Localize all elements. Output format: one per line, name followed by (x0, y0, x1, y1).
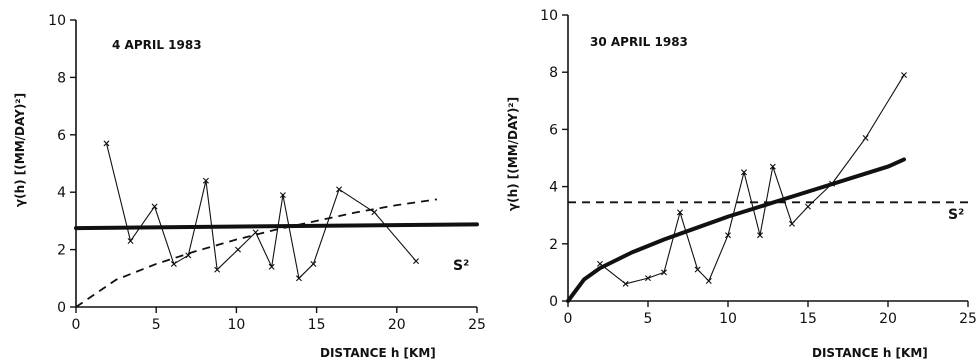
x-tick-label: 25 (959, 311, 977, 327)
data-point-marker (103, 140, 110, 147)
marker-stroke (694, 266, 701, 273)
bold-series-line (74, 222, 479, 231)
marker-stroke (597, 260, 603, 267)
marker-stroke (371, 209, 378, 216)
y-tick-label: 0 (57, 300, 66, 316)
data-point-marker (170, 260, 177, 267)
x-tick-label: 15 (799, 311, 817, 327)
y-tick-label: 10 (540, 8, 558, 24)
x-axis-label: DISTANCE h [KM] (320, 346, 436, 360)
marker-stroke (769, 163, 776, 170)
marker-stroke (622, 280, 629, 287)
marker-stroke (202, 177, 209, 184)
data-point-marker (725, 232, 731, 239)
dashed-series-line (75, 198, 438, 308)
marker-stroke (279, 192, 286, 199)
x-axis-label: DISTANCE h [KM] (812, 346, 928, 360)
data-point-marker (371, 209, 378, 216)
y-tick-label: 0 (549, 294, 558, 310)
marker-stroke (170, 260, 177, 267)
marker-stroke (235, 246, 241, 253)
marker-stroke (677, 209, 683, 216)
x-tick-label: 0 (564, 311, 573, 327)
data-point-marker (901, 72, 907, 79)
data-point-marker (705, 277, 712, 284)
y-tick-label: 10 (48, 13, 66, 29)
y-tick-label: 6 (549, 122, 558, 138)
marker-stroke (127, 238, 134, 244)
x-tick-label: 5 (644, 311, 653, 327)
data-point-marker (235, 246, 241, 253)
data-point-marker (757, 232, 763, 239)
data-point-marker (214, 266, 221, 273)
marker-stroke (413, 258, 420, 265)
marker-stroke (705, 277, 712, 284)
marker-stroke (214, 266, 221, 273)
data-point-marker (413, 258, 420, 265)
marker-stroke (789, 220, 795, 227)
x-tick-label: 0 (72, 317, 81, 333)
data-point-marker (789, 220, 795, 227)
data-point-marker (268, 263, 275, 270)
marker-stroke (725, 232, 731, 239)
bold-series-line (566, 157, 906, 303)
x-tick-label: 20 (388, 317, 406, 333)
data-point-marker (694, 266, 701, 273)
data-point-marker (677, 209, 683, 216)
y-axis-label: γ(h) [(MM/DAY)²] (13, 93, 27, 207)
marker-stroke (645, 275, 651, 282)
x-tick-label: 5 (152, 317, 161, 333)
s2-annotation: S² (453, 258, 469, 274)
x-tick-label: 20 (879, 311, 897, 327)
marker-stroke (805, 203, 811, 210)
x-tick-label: 10 (719, 311, 737, 327)
data-point-marker (151, 203, 158, 210)
y-tick-label: 2 (549, 237, 558, 253)
x-tick-label: 10 (227, 317, 245, 333)
chart-panel-1: 0 5 10 15 20 25 0 2 4 6 8 10 γ(h) [(MM/DAY)²] DISTANC… (13, 13, 486, 360)
data-point-marker (279, 192, 286, 199)
marker-stroke (103, 140, 110, 147)
data-point-marker (805, 203, 811, 210)
marker-stroke (310, 260, 317, 267)
y-tick-label: 2 (57, 243, 66, 259)
y-axis-label: γ(h) [(MM/DAY)²] (506, 97, 520, 211)
chart-title: 30 APRIL 1983 (590, 35, 688, 49)
data-point-marker (661, 269, 667, 276)
x-tick-label: 25 (468, 317, 486, 333)
marker-stroke (252, 229, 259, 236)
y-tick-label: 6 (57, 128, 66, 144)
experimental-series-line (599, 74, 905, 285)
y-tick-label: 8 (549, 65, 558, 81)
data-point-marker (862, 134, 869, 141)
data-point-marker (295, 275, 302, 282)
x-tick-label: 15 (308, 317, 326, 333)
y-tick-label: 4 (549, 180, 558, 196)
marker-stroke (151, 203, 158, 210)
marker-stroke (741, 169, 747, 176)
marker-stroke (862, 134, 869, 141)
data-point-marker (310, 260, 317, 267)
s2-annotation: S² (948, 207, 964, 223)
marker-stroke (757, 232, 763, 239)
data-point-marker (202, 177, 209, 184)
chart-panel-2: 0 5 10 15 20 25 0 2 4 6 8 10 γ(h) [(MM/DAY)²] DISTANC… (506, 8, 977, 360)
marker-stroke (661, 269, 667, 276)
marker-stroke (295, 275, 302, 282)
data-point-marker (622, 280, 629, 287)
marker-stroke (268, 263, 275, 270)
marker-stroke (336, 186, 343, 193)
data-point-marker (127, 238, 134, 244)
data-point-marker (645, 275, 651, 282)
data-point-marker (336, 186, 343, 193)
y-tick-label: 4 (57, 185, 66, 201)
y-tick-label: 8 (57, 70, 66, 86)
marker-stroke (901, 72, 907, 79)
data-point-marker (769, 163, 776, 170)
chart-title: 4 APRIL 1983 (112, 38, 202, 52)
data-point-marker (741, 169, 747, 176)
